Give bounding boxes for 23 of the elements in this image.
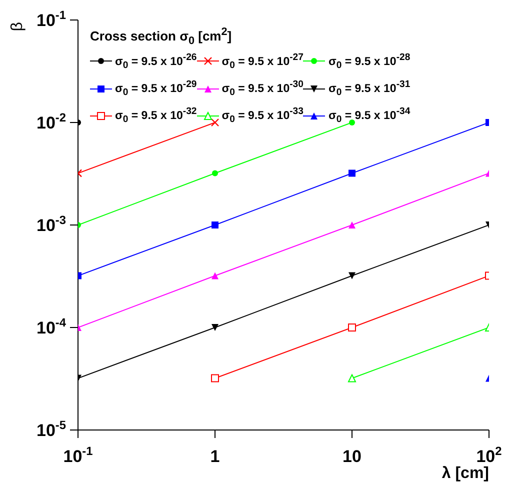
legend-label: σ$_{0}$ = 9.5 x 10$^{-32}$ — [115, 105, 197, 128]
y-tick-label: 10$^{-3}$ — [36, 213, 66, 235]
legend-label: σ$_{0}$ = 9.5 x 10$^{-30}$ — [222, 78, 304, 100]
point — [212, 170, 218, 176]
y-tick-label: 10$^{-4}$ — [36, 316, 66, 338]
legend-label: σ$_{0}$ = 9.5 x 10$^{-31}$ — [328, 78, 410, 100]
legend-label: σ$_{0}$ = 9.5 x 10$^{-33}$ — [222, 105, 304, 128]
x-tick-label: 10 — [342, 447, 362, 466]
x-axis-title: λ [cm] — [442, 465, 489, 482]
y-tick-label: 10$^{-1}$ — [36, 8, 66, 30]
x-tick-label: 10$^{2}$ — [476, 444, 502, 466]
legend-label: σ$_{0}$ = 9.5 x 10$^{-34}$ — [328, 105, 410, 128]
legend-label: σ$_{0}$ = 9.5 x 10$^{-26}$ — [115, 50, 197, 74]
legend-title: Cross section σ$_{0}$ [cm$^{2}$] — [90, 26, 233, 47]
legend-label: σ$_{0}$ = 9.5 x 10$^{-29}$ — [115, 78, 197, 100]
y-axis-title: β — [9, 22, 26, 32]
point — [349, 120, 355, 126]
x-tick-label: 1 — [210, 447, 220, 466]
y-tick-label: 10$^{-5}$ — [36, 418, 66, 440]
y-tick-label: 10$^{-2}$ — [36, 110, 66, 132]
legend-label: σ$_{0}$ = 9.5 x 10$^{-27}$ — [222, 50, 304, 74]
legend-label: σ$_{0}$ = 9.5 x 10$^{-28}$ — [328, 50, 410, 74]
x-tick-label: 10$^{-1}$ — [63, 444, 94, 466]
